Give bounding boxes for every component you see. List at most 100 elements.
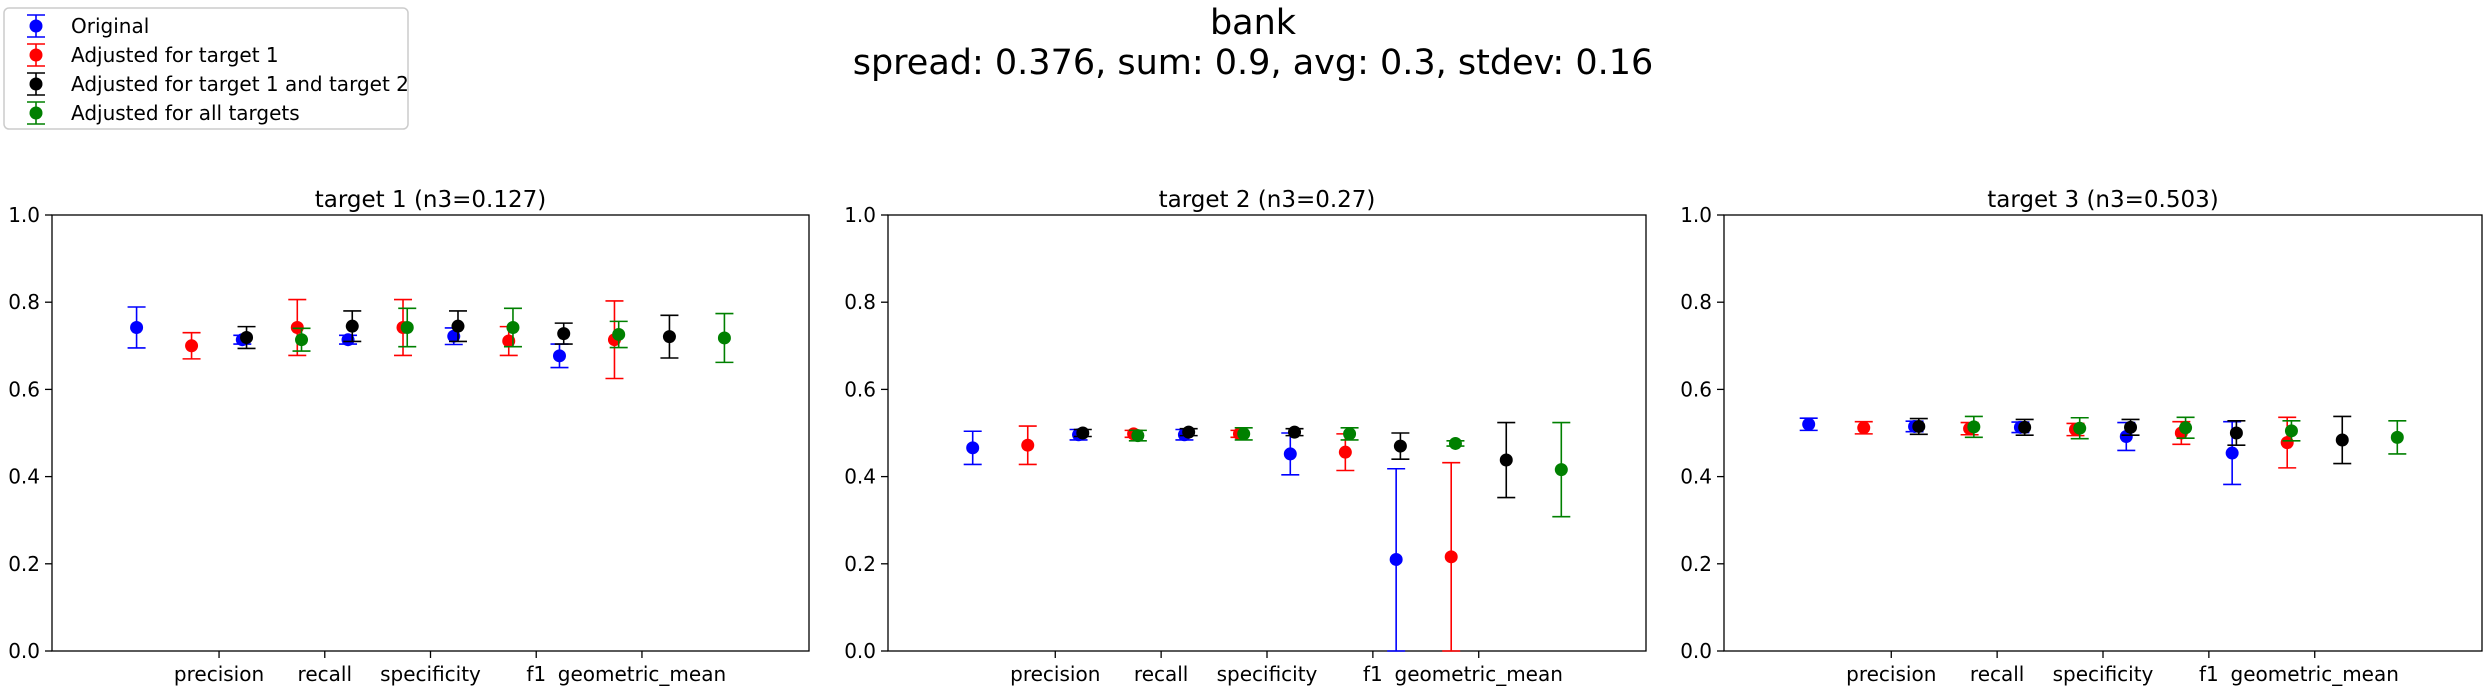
x-tick-label: specificity xyxy=(1217,662,1318,686)
data-point xyxy=(1237,427,1251,441)
y-tick-label: 0.2 xyxy=(1680,552,1712,576)
series-4 xyxy=(292,307,734,364)
data-point xyxy=(295,333,309,347)
x-tick-label: precision xyxy=(1846,662,1936,686)
figure-subtitle: spread: 0.376, sum: 0.9, avg: 0.3, stdev… xyxy=(853,43,1654,83)
subplot-3: target 3 (n3=0.503) 0.0 0.2 0.4 0.6 0.8 1.0 pre… xyxy=(1680,187,2483,686)
y-tick-label: 0.6 xyxy=(844,377,876,401)
legend-entry: Adjusted for target 1 xyxy=(27,43,279,67)
series-2 xyxy=(182,298,624,380)
x-tick-label: recall xyxy=(1134,662,1188,686)
data-point xyxy=(502,334,516,348)
x-tick-label: f1 xyxy=(2199,662,2219,686)
y-tick-label: 0.8 xyxy=(8,290,40,314)
plot-frame xyxy=(51,214,810,652)
y-tick-label: 1.0 xyxy=(8,203,40,227)
x-tick-label: f1 xyxy=(1363,662,1383,686)
data-point xyxy=(2280,436,2294,450)
x-tick-label: recall xyxy=(1970,662,2024,686)
y-tick-label: 0.2 xyxy=(8,552,40,576)
legend-marker-point xyxy=(29,48,43,62)
data-point xyxy=(552,349,566,363)
data-point xyxy=(2124,420,2138,434)
y-tick-label: 0.0 xyxy=(844,639,876,663)
data-point xyxy=(2229,426,2243,440)
legend-label: Adjusted for target 1 xyxy=(71,43,279,67)
data-point xyxy=(1076,426,1090,440)
data-point xyxy=(1021,438,1035,452)
data-point xyxy=(966,441,980,455)
legend-label: Original xyxy=(71,14,149,38)
data-point xyxy=(2073,421,2087,435)
data-point xyxy=(1338,445,1352,459)
data-point xyxy=(1554,463,1568,477)
data-point xyxy=(612,327,626,341)
y-tick-label: 0.4 xyxy=(8,465,40,489)
data-point xyxy=(451,319,465,333)
data-point xyxy=(1448,436,1462,450)
data-point xyxy=(1444,550,1458,564)
data-point xyxy=(1343,427,1357,441)
legend-entry: Original xyxy=(27,14,149,38)
data-point xyxy=(1283,447,1297,461)
data-point xyxy=(2179,421,2193,435)
data-point xyxy=(341,333,355,347)
legend: Original Adjusted for target 1 Adjusted fo… xyxy=(3,7,409,130)
data-point xyxy=(2390,430,2404,444)
series-1 xyxy=(963,428,1406,652)
data-point xyxy=(1802,417,1816,431)
y-tick-label: 0.0 xyxy=(1680,639,1712,663)
data-point xyxy=(1393,439,1407,453)
legend-entry: Adjusted for target 1 and target 2 xyxy=(27,72,409,96)
subplots: target 1 (n3=0.127) 0.0 0.2 0.4 0.6 0.8 1.0 pre… xyxy=(8,187,2483,686)
legend-label: Adjusted for all targets xyxy=(71,101,300,125)
data-point xyxy=(1967,420,1981,434)
x-tick-label: f1 xyxy=(526,662,546,686)
data-point xyxy=(1912,419,1926,433)
legend-label: Adjusted for target 1 and target 2 xyxy=(71,72,409,96)
series-4 xyxy=(1128,421,1571,518)
data-point xyxy=(290,320,304,334)
series-3 xyxy=(1909,415,2352,465)
data-point xyxy=(2018,420,2032,434)
legend-entry: Adjusted for all targets xyxy=(27,101,300,125)
legend-marker-point xyxy=(29,106,43,120)
subplot-2: target 2 (n3=0.27) 0.0 0.2 0.4 0.6 0.8 1.0 prec… xyxy=(844,187,1647,686)
data-point xyxy=(506,320,520,334)
y-tick-label: 0.8 xyxy=(1680,290,1712,314)
x-tick-label: geometric_mean xyxy=(1395,662,1563,686)
legend-marker-point xyxy=(29,77,43,91)
x-tick-label: precision xyxy=(1010,662,1100,686)
subplot-title: target 1 (n3=0.127) xyxy=(315,187,546,213)
subplot-1: target 1 (n3=0.127) 0.0 0.2 0.4 0.6 0.8 1.0 pre… xyxy=(8,187,810,686)
data-point xyxy=(557,327,571,341)
data-point xyxy=(400,320,414,334)
data-point xyxy=(345,319,359,333)
data-point xyxy=(447,329,461,343)
y-tick-label: 0.0 xyxy=(8,639,40,663)
y-tick-label: 0.2 xyxy=(844,552,876,576)
data-point xyxy=(662,330,676,344)
legend-marker-point xyxy=(29,19,43,33)
data-point xyxy=(2225,446,2239,460)
subplot-title: target 2 (n3=0.27) xyxy=(1159,187,1376,213)
data-point xyxy=(717,331,731,345)
legend-frame xyxy=(3,7,409,130)
series-3 xyxy=(1073,421,1516,499)
y-tick-label: 0.4 xyxy=(1680,465,1712,489)
plot-frame xyxy=(887,214,1647,652)
data-point xyxy=(1857,421,1871,435)
data-point xyxy=(1288,425,1302,439)
figure-title: bank xyxy=(1210,3,1297,43)
data-point xyxy=(1499,453,1513,467)
y-tick-label: 0.6 xyxy=(1680,377,1712,401)
x-tick-label: recall xyxy=(298,662,352,686)
x-tick-label: specificity xyxy=(380,662,481,686)
plot-frame xyxy=(1723,214,2483,652)
subplot-title: target 3 (n3=0.503) xyxy=(1987,187,2218,213)
data-point xyxy=(130,320,144,334)
y-tick-label: 0.4 xyxy=(844,465,876,489)
x-tick-label: specificity xyxy=(2053,662,2154,686)
data-point xyxy=(2284,424,2298,438)
